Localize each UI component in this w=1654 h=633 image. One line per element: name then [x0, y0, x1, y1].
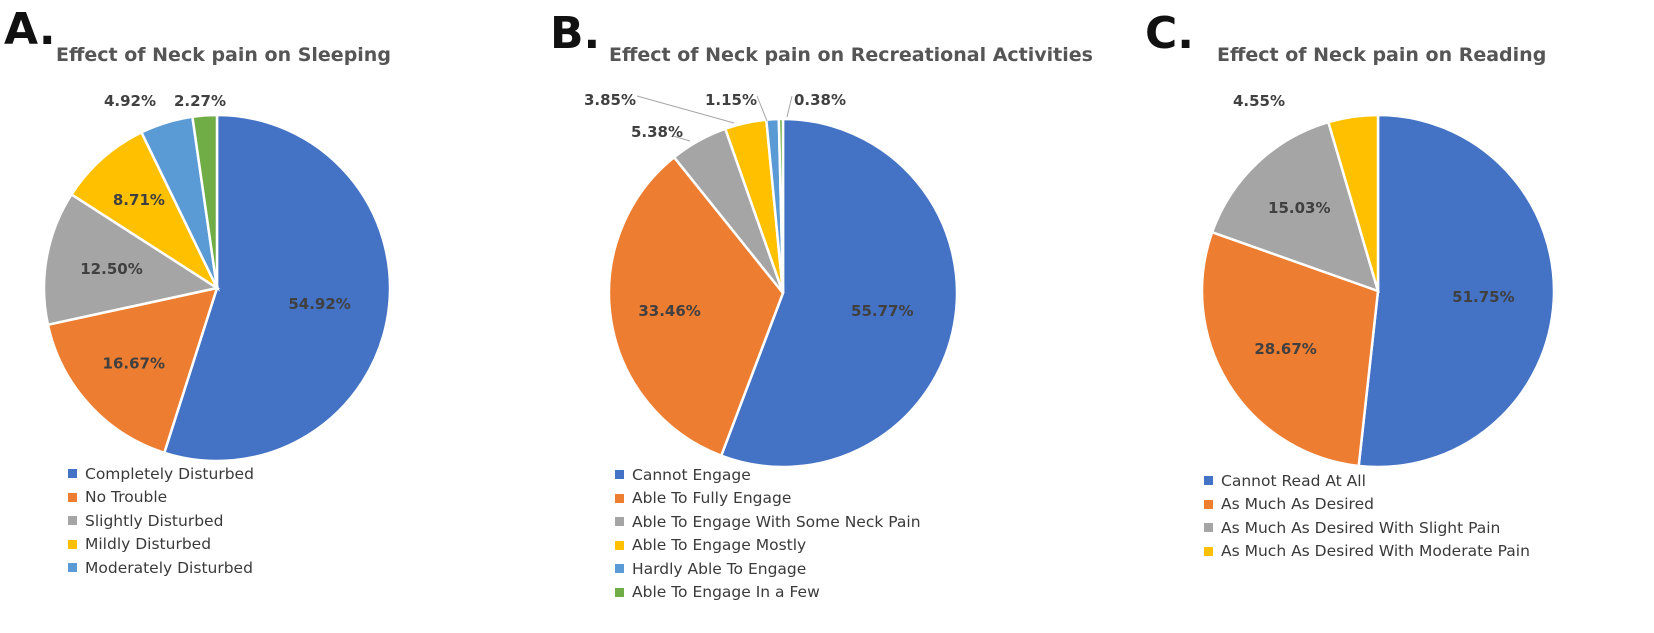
legend-label: Cannot Engage — [632, 465, 751, 484]
legend-item: As Much As Desired With Slight Pain — [1204, 516, 1530, 540]
legend-item: Hardly Able To Engage — [615, 557, 921, 581]
panel-label: C. — [1145, 8, 1195, 59]
data-label-hardly-able-to-engage: 1.15% — [705, 91, 757, 109]
data-label-mildly-disturbed: 8.71% — [113, 191, 165, 209]
chart-panel-sleeping: A. Effect of Neck pain on Sleeping 54.92… — [0, 0, 520, 633]
data-label-able-to-engage-mostly: 3.85% — [584, 91, 636, 109]
legend-label: Completely Disturbed — [85, 464, 254, 483]
legend-swatch — [1204, 546, 1213, 556]
legend-swatch — [615, 564, 624, 574]
legend-swatch — [615, 540, 624, 550]
pie-slice-able-to-fully-engage — [607, 155, 785, 458]
panel-label: B. — [550, 8, 601, 59]
pie-chart-reading: 51.75% 28.67% 15.03% 4.55% — [1200, 92, 1556, 469]
pie-slice-as-much-as-desired-with-moderate-pain — [1326, 113, 1380, 292]
legend-label: As Much As Desired — [1221, 495, 1374, 514]
legend-item: Able To Fully Engage — [615, 487, 921, 511]
pie-data-labels: 51.75% 28.67% 15.03% 4.55% — [1233, 92, 1515, 358]
chart-legend: Cannot Read At All As Much As Desired As M… — [1204, 469, 1530, 563]
chart-title: Effect of Neck pain on Recreational Acti… — [609, 44, 1093, 66]
legend-swatch — [68, 469, 77, 479]
pie-slices — [1200, 113, 1556, 469]
legend-item: Slightly Disturbed — [68, 509, 254, 533]
chart-legend: Completely Disturbed No Trouble Slightly D… — [68, 462, 254, 580]
pie-chart-sleeping: 54.92% 16.67% 12.50% 8.71% 4.92% 2.27% — [42, 92, 392, 463]
legend-swatch — [615, 493, 624, 503]
data-label-able-to-engage-in-a-few: 0.38% — [794, 91, 846, 109]
legend-label: Able To Engage With Some Neck Pain — [632, 512, 921, 531]
data-label-as-much-as-desired-with-slight-pain: 15.03% — [1268, 199, 1330, 217]
leader-line — [756, 95, 768, 122]
pie-slice-other — [190, 113, 219, 289]
pie-slice-as-much-as-desired — [1200, 230, 1380, 468]
leader-line — [786, 95, 793, 118]
legend-label: Slightly Disturbed — [85, 511, 224, 530]
legend-label: As Much As Desired With Slight Pain — [1221, 518, 1501, 537]
data-label-cannot-engage: 55.77% — [851, 302, 913, 320]
legend-swatch — [68, 563, 77, 573]
legend-item: Able To Engage Mostly — [615, 534, 921, 558]
data-label-completely-disturbed: 54.92% — [288, 295, 350, 313]
legend-item: No Trouble — [68, 486, 254, 510]
legend-swatch — [1204, 523, 1213, 533]
pie-data-labels: 54.92% 16.67% 12.50% 8.71% 4.92% 2.27% — [80, 92, 351, 373]
data-label-slightly-disturbed: 12.50% — [80, 260, 142, 278]
pie-slices — [607, 117, 959, 469]
legend-swatch — [68, 516, 77, 526]
legend-label: As Much As Desired With Moderate Pain — [1221, 542, 1530, 561]
data-label-cannot-read-at-all: 51.75% — [1452, 288, 1514, 306]
pie-slice-as-much-as-desired-with-slight-pain — [1210, 120, 1380, 293]
data-label-moderately-disturbed: 4.92% — [104, 92, 156, 110]
data-label-able-to-fully-engage: 33.46% — [638, 302, 700, 320]
pie-data-labels: 55.77% 33.46% 5.38% 3.85% 1.15% 0.38% — [584, 91, 914, 320]
legend-label: Cannot Read At All — [1221, 471, 1366, 490]
pie-slice-completely-disturbed — [162, 113, 392, 463]
chart-panel-reading: C. Effect of Neck pain on Reading 51.75%… — [1140, 0, 1654, 633]
pie-slice-mildly-disturbed — [69, 130, 221, 292]
chart-panel-recreational: B. Effect of Neck pain on Recreational A… — [545, 0, 1105, 633]
legend-item: As Much As Desired With Moderate Pain — [1204, 540, 1530, 564]
legend-swatch — [615, 517, 624, 527]
chart-legend: Cannot Engage Able To Fully Engage Able To… — [615, 463, 921, 604]
chart-title: Effect of Neck pain on Sleeping — [56, 44, 391, 66]
legend-item: Cannot Read At All — [1204, 469, 1530, 493]
data-label-able-to-engage-with-some-neck-pain: 5.38% — [631, 123, 683, 141]
legend-label: Mildly Disturbed — [85, 535, 212, 554]
legend-label: No Trouble — [85, 488, 168, 507]
legend-item: Able To Engage In a Few — [615, 581, 921, 605]
pie-slice-able-to-engage-in-a-few — [777, 117, 785, 294]
legend-swatch — [1204, 476, 1213, 486]
legend-label: Moderately Disturbed — [85, 558, 253, 577]
panel-label: A. — [4, 4, 56, 55]
data-label-as-much-as-desired-with-moderate-pain: 4.55% — [1233, 92, 1285, 110]
pie-chart-recreational: 55.77% 33.46% 5.38% 3.85% 1.15% 0.38% — [584, 91, 959, 469]
legend-swatch — [68, 492, 77, 502]
legend-swatch — [1204, 499, 1213, 509]
data-label-as-much-as-desired: 28.67% — [1254, 340, 1316, 358]
pie-slice-slightly-disturbed — [42, 192, 221, 327]
legend-label: Hardly Able To Engage — [632, 559, 807, 578]
legend-swatch — [615, 470, 624, 480]
legend-label: Able To Engage Mostly — [632, 536, 807, 555]
leader-line — [672, 135, 691, 142]
chart-title: Effect of Neck pain on Reading — [1217, 44, 1547, 66]
legend-item: Completely Disturbed — [68, 462, 254, 486]
data-label-no-trouble: 16.67% — [103, 355, 165, 373]
pie-slice-cannot-read-at-all — [1357, 113, 1556, 469]
legend-item: Mildly Disturbed — [68, 533, 254, 557]
legend-swatch — [615, 587, 624, 597]
legend-item: Moderately Disturbed — [68, 556, 254, 580]
legend-item: Able To Engage With Some Neck Pain — [615, 510, 921, 534]
pie-slices — [42, 113, 392, 463]
legend-item: As Much As Desired — [1204, 493, 1530, 517]
legend-label: Able To Fully Engage — [632, 489, 792, 508]
legend-label: Able To Engage In a Few — [632, 583, 820, 602]
leader-line — [636, 95, 735, 124]
data-label-other: 2.27% — [174, 92, 226, 110]
legend-item: Cannot Engage — [615, 463, 921, 487]
pie-slice-no-trouble — [46, 286, 219, 455]
pie-slice-cannot-engage — [719, 117, 959, 469]
legend-swatch — [68, 539, 77, 549]
